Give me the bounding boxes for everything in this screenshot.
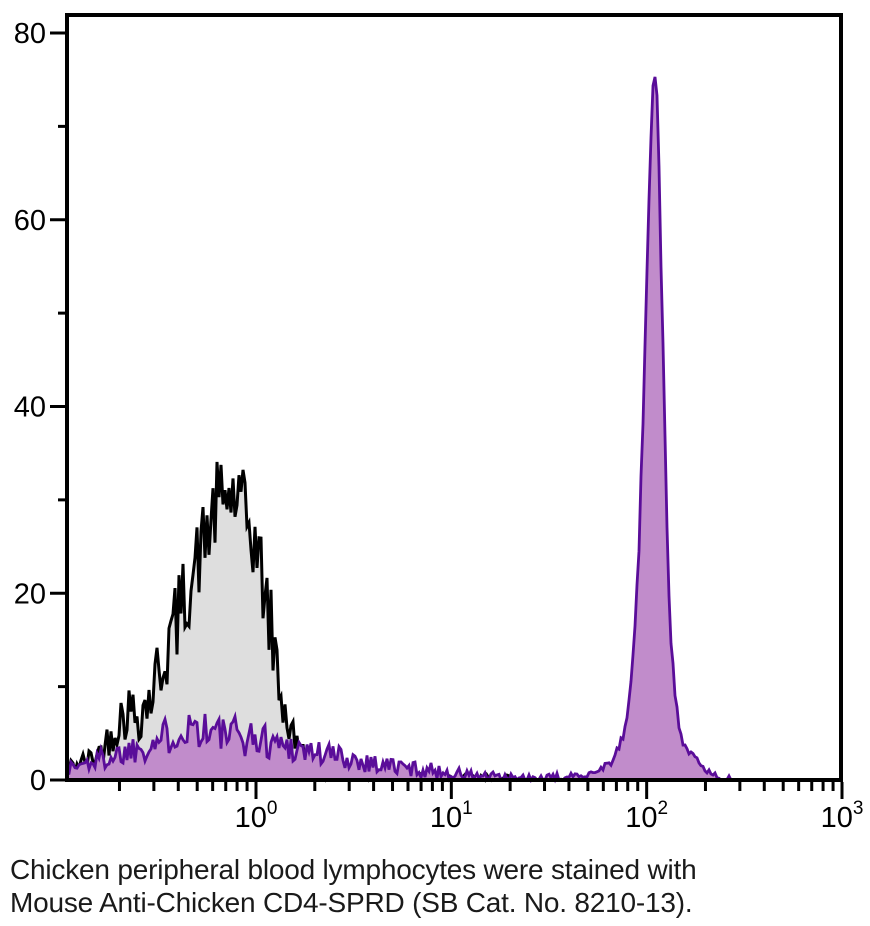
axes-group [50,13,844,799]
control-histogram-series [65,461,841,783]
y-tick-label-0: 0 [30,765,46,797]
plot-border [65,13,843,782]
y-tick-label-20: 20 [14,578,46,610]
cd4-sprd-histogram-series [65,76,841,784]
y-tick-label-60: 60 [14,205,46,237]
tick-labels-group: 0 20 40 60 80 100 101 102 103 [14,18,864,834]
caption-line-2: Mouse Anti-Chicken CD4-SPRD (SB Cat. No.… [10,887,693,918]
flow-histogram-chart: 0 20 40 60 80 100 101 102 103 [14,13,864,834]
x-tick-label-10e2: 102 [625,798,668,834]
x-tick-label-10e0: 100 [235,798,278,834]
histogram-series-group [65,76,841,784]
caption-line-1: Chicken peripheral blood lymphocytes wer… [10,854,697,885]
x-tick-label-10e1: 101 [430,798,473,834]
y-tick-label-40: 40 [14,392,46,424]
y-tick-label-80: 80 [14,18,46,50]
x-tick-label-10e3: 103 [821,798,864,834]
figure-caption: Chicken peripheral blood lymphocytes wer… [10,853,860,919]
